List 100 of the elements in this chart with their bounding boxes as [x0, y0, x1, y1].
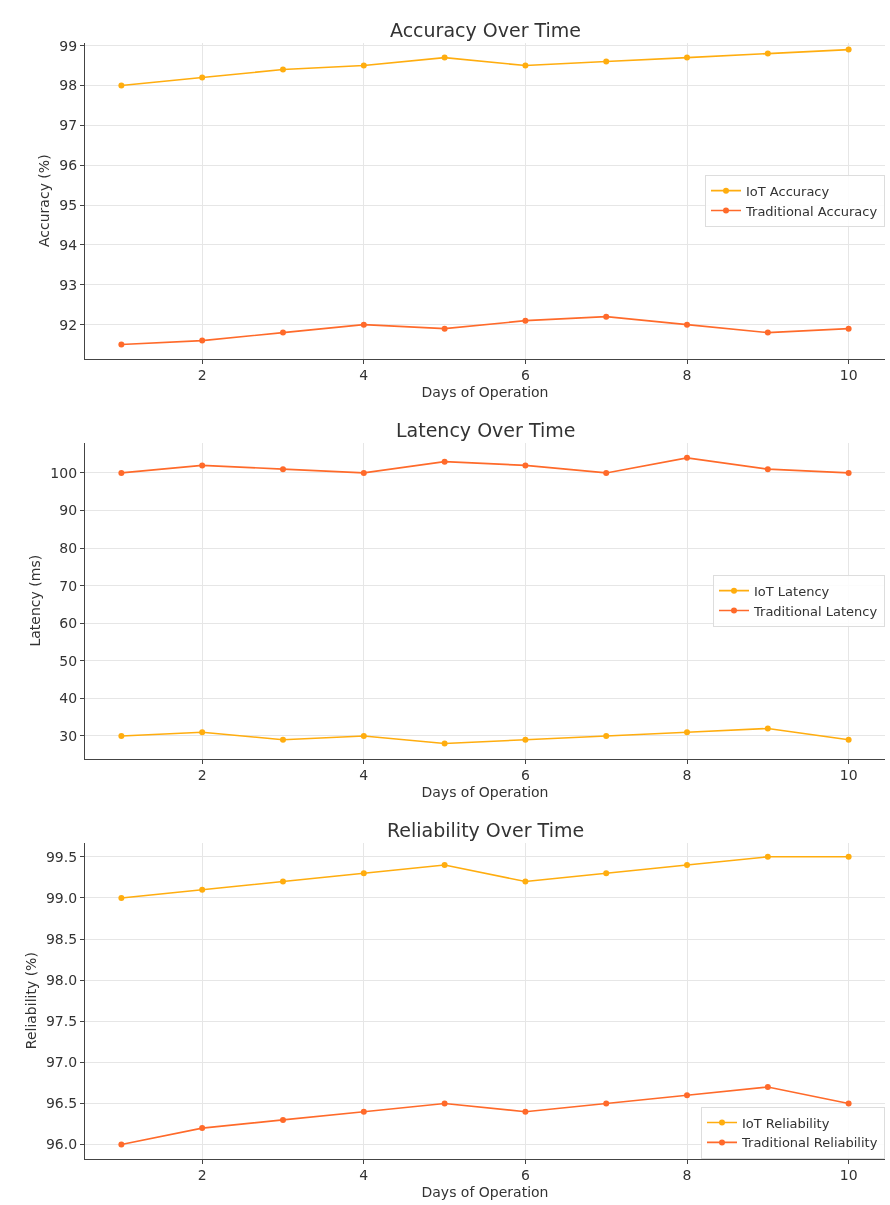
point [603, 469, 610, 476]
x-tick-label: 8 [682, 1167, 692, 1184]
y-tick-label: 97.0 [45, 1054, 78, 1071]
point [522, 462, 529, 469]
point [603, 1100, 610, 1107]
point [118, 1141, 125, 1148]
y-tick-label: 99.5 [45, 848, 78, 865]
point [845, 1100, 852, 1107]
point [279, 1116, 286, 1123]
point [684, 321, 691, 328]
point [118, 82, 125, 89]
point [199, 1125, 206, 1132]
point [199, 74, 206, 81]
point [845, 853, 852, 860]
point [279, 329, 286, 336]
point [360, 1108, 367, 1115]
point [360, 469, 367, 476]
point [118, 732, 125, 739]
point [684, 454, 691, 461]
chart-title: Latency Over Time [396, 419, 576, 441]
chart-title: Reliability Over Time [387, 819, 585, 841]
point [684, 862, 691, 869]
point [522, 317, 529, 324]
y-tick-label: 98.0 [45, 972, 78, 989]
x-tick-label: 2 [197, 1167, 207, 1184]
point [684, 1092, 691, 1099]
x-tick-label: 2 [197, 367, 207, 384]
point [279, 736, 286, 743]
y-axis-title: Accuracy (%) [35, 154, 52, 247]
legend-label: Traditional Latency [753, 603, 878, 619]
point [603, 732, 610, 739]
point [279, 878, 286, 885]
point [684, 54, 691, 61]
y-tick-label: 99 [59, 37, 78, 54]
point [199, 337, 206, 344]
y-tick-label: 99.0 [45, 889, 78, 906]
x-tick-label: 10 [839, 367, 858, 384]
x-tick-label: 6 [520, 367, 530, 384]
x-tick-label: 10 [839, 767, 858, 784]
point [441, 862, 448, 869]
x-tick-label: 10 [839, 1167, 858, 1184]
y-tick-label: 98 [59, 77, 78, 94]
x-axis-title: Days of Operation [421, 783, 549, 800]
x-tick-label: 6 [520, 1167, 530, 1184]
point [441, 740, 448, 747]
point [603, 58, 610, 65]
x-tick-label: 4 [359, 1167, 369, 1184]
x-tick-label: 4 [359, 767, 369, 784]
point [199, 462, 206, 469]
y-tick-label: 30 [59, 727, 78, 744]
point [603, 313, 610, 320]
point [522, 62, 529, 69]
legend-label: IoT Accuracy [746, 183, 830, 199]
point [118, 894, 125, 901]
y-axis-title: Latency (ms) [26, 554, 43, 647]
x-tick-label: 2 [197, 767, 207, 784]
point [764, 466, 771, 473]
y-tick-label: 96.0 [45, 1136, 78, 1153]
point [441, 458, 448, 465]
x-axis-title: Days of Operation [421, 383, 549, 400]
x-tick-label: 6 [520, 767, 530, 784]
legend-label: Traditional Reliability [741, 1135, 878, 1151]
y-tick-label: 60 [59, 615, 78, 632]
point [845, 736, 852, 743]
point [764, 725, 771, 732]
point [279, 66, 286, 73]
point [360, 62, 367, 69]
y-tick-label: 96.5 [45, 1095, 78, 1112]
y-tick-label: 95 [59, 196, 78, 213]
x-tick-label: 4 [359, 367, 369, 384]
point [118, 469, 125, 476]
point [845, 469, 852, 476]
point [764, 50, 771, 57]
y-tick-label: 100 [50, 464, 78, 481]
point [603, 870, 610, 877]
legend-label: IoT Reliability [742, 1115, 830, 1131]
y-tick-label: 70 [59, 577, 78, 594]
point [441, 54, 448, 61]
x-axis-title: Days of Operation [421, 1183, 549, 1200]
x-tick-label: 8 [682, 767, 692, 784]
point [360, 321, 367, 328]
point [441, 325, 448, 332]
point [360, 732, 367, 739]
point [118, 341, 125, 348]
point [522, 1108, 529, 1115]
y-tick-label: 80 [59, 539, 78, 556]
y-tick-label: 50 [59, 652, 78, 669]
point [845, 325, 852, 332]
point [199, 729, 206, 736]
point [199, 886, 206, 893]
y-tick-label: 97 [59, 117, 78, 134]
x-tick-label: 8 [682, 367, 692, 384]
point [360, 870, 367, 877]
y-tick-label: 92 [59, 316, 78, 333]
chart-title: Accuracy Over Time [390, 19, 582, 41]
point [764, 329, 771, 336]
y-tick-label: 93 [59, 276, 78, 293]
y-tick-label: 40 [59, 690, 78, 707]
y-tick-label: 96 [59, 157, 78, 174]
point [279, 466, 286, 473]
